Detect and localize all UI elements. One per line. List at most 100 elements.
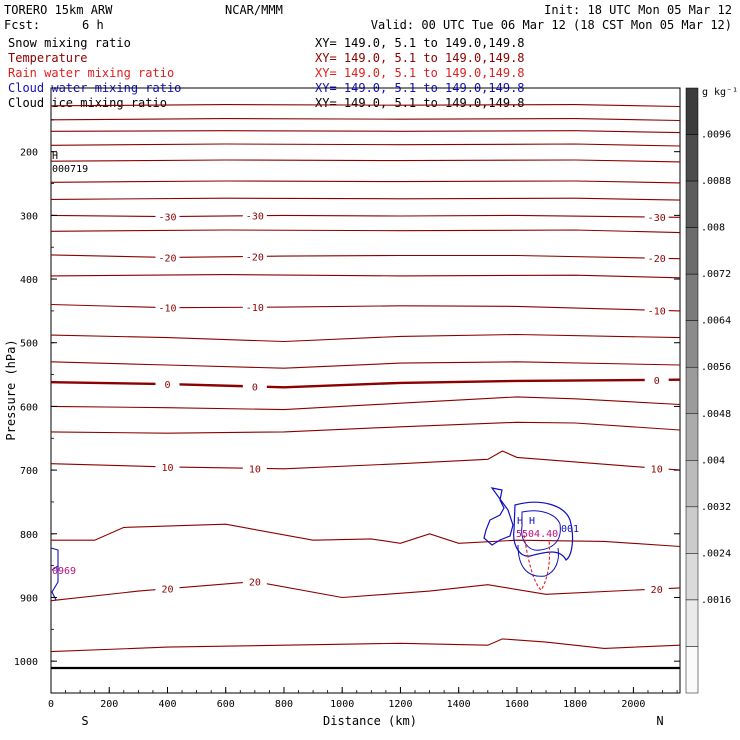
isotherm-line [50, 104, 681, 108]
colorbar-swatch [685, 180, 699, 228]
isotherm-line [50, 118, 681, 122]
isotherm-line [50, 333, 681, 343]
colorbar-tick-label: .008 [701, 223, 725, 234]
colorbar-tick-label: .0016 [701, 595, 731, 606]
colorbar-tick-label: .0048 [701, 409, 731, 420]
colorbar-tick-label: .0088 [701, 176, 731, 187]
valid-time: Valid: 00 UTC Tue 06 Mar 12 (18 CST Mon … [371, 18, 732, 32]
colorbar: g kg⁻¹ .0096 .0088 .008 .0072 .0064 .0056 .004… [685, 87, 738, 694]
isotherm-label-bg [644, 211, 669, 224]
isotherm-label-bg [242, 301, 267, 314]
x-tick-label: 200 [100, 699, 118, 710]
isotherm-line [50, 159, 681, 163]
cluster-small-label: 001 [561, 524, 579, 535]
colorbar-tick-label: .0096 [701, 130, 731, 141]
isotherm-line [50, 421, 681, 434]
isotherm-label-bg [242, 380, 267, 393]
min-value-label: 000719 [52, 164, 88, 175]
isotherm-label: -20 [158, 253, 176, 264]
colorbar-units: g kg⁻¹ [702, 87, 738, 98]
isotherm-label: -10 [246, 303, 264, 314]
isotherm-label: 10 [161, 463, 173, 474]
legend-snow-xy: XY= 149.0, 5.1 to 149.0,149.8 [315, 36, 525, 50]
y-tick-label: 1000 [14, 657, 38, 668]
y-tick-label: 600 [20, 402, 38, 413]
isotherm-line [50, 214, 681, 218]
isotherm-line [50, 180, 681, 184]
isotherm-label-bg [155, 582, 180, 595]
isotherm-label: -30 [158, 213, 176, 224]
isotherm-line [51, 523, 681, 548]
x-tick-label: 800 [275, 699, 293, 710]
x-tick-label: 1400 [447, 699, 471, 710]
legend-temperature: Temperature [8, 51, 87, 65]
high-labels: H H [517, 516, 535, 527]
y-tick-label: 700 [20, 466, 38, 477]
colorbar-swatch [685, 413, 699, 461]
colorbar-tick-label: .0032 [701, 502, 731, 513]
x-tick-label: 1600 [505, 699, 529, 710]
y-axis-title: Pressure (hPa) [4, 339, 18, 440]
isotherm-label: -10 [648, 306, 666, 317]
y-tick-label: 200 [20, 148, 38, 159]
isotherm-label-bg [242, 250, 267, 263]
isotherm-line [50, 396, 681, 411]
colorbar-swatch [685, 366, 699, 415]
isotherm-label: -30 [648, 213, 666, 224]
legend-cloud-ice-xy: XY= 149.0, 5.1 to 149.0,149.8 [315, 96, 525, 110]
isotherm-line [50, 229, 681, 234]
x-tick-label: 1000 [330, 699, 354, 710]
isotherm-label: 0 [164, 380, 170, 391]
y-tick-label: 800 [20, 530, 38, 541]
isotherm-label-bg [644, 373, 669, 386]
colorbar-tick-label: .0024 [701, 548, 731, 559]
colorbar-swatch [685, 273, 699, 321]
colorbar-tick-label: .004 [701, 455, 725, 466]
isotherm-line [50, 450, 681, 471]
isotherm-label: -20 [648, 254, 666, 265]
x-tick-label: 0 [48, 699, 54, 710]
isotherm-line [50, 581, 681, 602]
y-tick-label: 500 [20, 339, 38, 350]
isotherm-label-bg [644, 252, 669, 265]
colorbar-swatch [685, 460, 699, 508]
isotherm-label-bg [155, 210, 180, 223]
isotherm-label-bg [242, 575, 267, 588]
colorbar-swatch [685, 134, 699, 182]
isotherm-line [50, 378, 681, 389]
colorbar-swatch [685, 227, 699, 275]
plot-frame [50, 87, 681, 694]
isotherm-label: 20 [249, 578, 261, 589]
x-tick-label: 1200 [388, 699, 412, 710]
colorbar-swatch [685, 553, 699, 601]
isotherm-label: -20 [246, 252, 264, 263]
isotherm-label-bg [242, 462, 267, 475]
isotherm-label-bg [644, 304, 669, 317]
y-tick-label: 300 [20, 211, 38, 222]
colorbar-swatch [685, 506, 699, 554]
left-edge-contour [50, 547, 59, 601]
axes: 0 200 400 600 800 1000 1200 1400 1600 1800 2000200… [14, 119, 680, 710]
cluster-value-label: 5504.40 [516, 529, 558, 540]
center-label: NCAR/MMM [225, 3, 283, 17]
isotherm-label: 10 [651, 464, 663, 475]
isotherm-label-bg [155, 460, 180, 473]
isotherm-line [50, 197, 681, 201]
isotherm-line [50, 638, 681, 653]
isotherm-label: -10 [158, 304, 176, 315]
legend-rain-xy: XY= 149.0, 5.1 to 149.0,149.8 [315, 66, 525, 80]
x-tick-label: 400 [158, 699, 176, 710]
x-tick-label: 2000 [621, 699, 645, 710]
fcst-label: Fcst: [4, 18, 40, 32]
cloud-water-contour-1 [483, 487, 514, 546]
x-tick-label: 1800 [563, 699, 587, 710]
y-tick-label: 400 [20, 275, 38, 286]
init-time: Init: 18 UTC Mon 05 Mar 12 [544, 3, 732, 17]
model-title: TORERO 15km ARW [4, 3, 113, 17]
x-axis-north: N [656, 714, 663, 728]
isotherm-line [50, 303, 681, 312]
isotherm-label-bg [242, 209, 267, 222]
isotherm-label: 0 [654, 376, 660, 387]
